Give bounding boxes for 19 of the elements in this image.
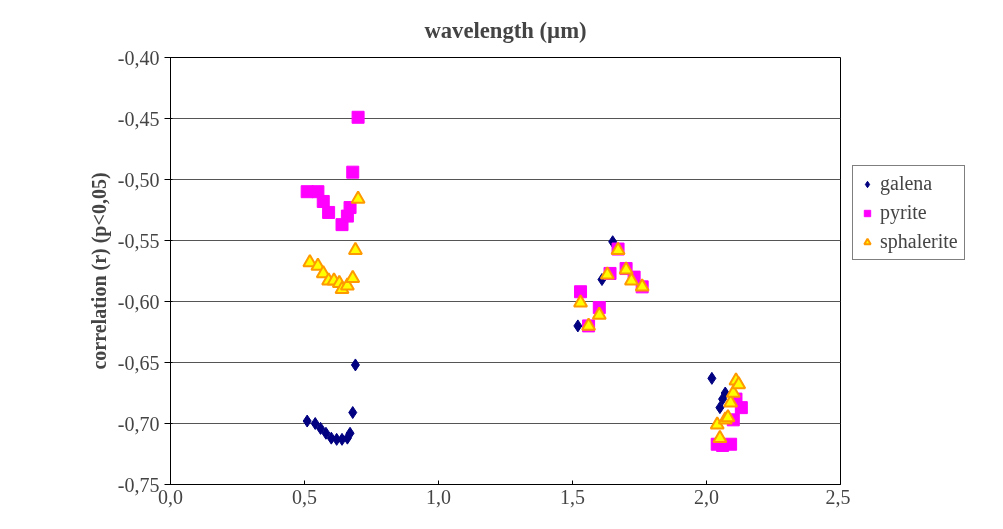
legend-label: sphalerite [880,230,958,253]
y-axis-title: correlation (r) (p<0,05) [87,172,111,370]
legend-label: galena [880,172,933,195]
x-tick-label: 2,0 [694,485,719,508]
legend-label: pyrite [880,201,927,224]
x-tick-label: 2,5 [825,485,851,508]
x-axis-title: wavelength (µm) [424,17,587,43]
y-tick-label: -0,50 [117,168,160,191]
x-tick-label: 0,5 [292,485,317,508]
y-tick-label: -0,60 [117,290,160,313]
y-tick-label: -0,75 [117,473,160,496]
x-tick-label: 0,0 [158,485,183,508]
y-tick-label: -0,65 [117,351,160,374]
y-tick-label: -0,45 [117,107,160,130]
y-tick-label: -0,55 [117,229,160,252]
x-tick-label: 1,0 [426,485,451,508]
y-tick-label: -0,40 [117,46,160,69]
x-tick-label: 1,5 [560,485,585,508]
y-tick-label: -0,70 [117,412,160,435]
